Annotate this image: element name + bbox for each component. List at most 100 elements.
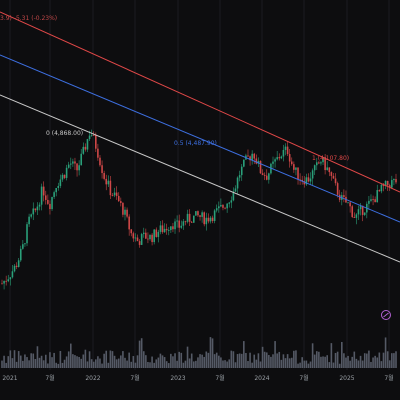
candle[interactable] bbox=[174, 218, 176, 234]
candle[interactable] bbox=[149, 234, 151, 241]
candle[interactable] bbox=[32, 202, 35, 221]
candle[interactable] bbox=[5, 275, 7, 286]
candle[interactable] bbox=[126, 207, 128, 219]
candle[interactable] bbox=[49, 200, 51, 215]
candle[interactable] bbox=[395, 173, 397, 185]
candle[interactable] bbox=[199, 215, 201, 221]
candle[interactable] bbox=[265, 169, 268, 181]
candle[interactable] bbox=[57, 182, 60, 191]
candle[interactable] bbox=[97, 143, 99, 161]
candle[interactable] bbox=[384, 180, 387, 190]
candle[interactable] bbox=[240, 164, 243, 181]
candle[interactable] bbox=[107, 175, 110, 188]
candle[interactable] bbox=[311, 168, 314, 186]
candle[interactable] bbox=[105, 174, 108, 191]
candle[interactable] bbox=[47, 194, 49, 205]
candle[interactable] bbox=[184, 220, 187, 226]
candle[interactable] bbox=[53, 190, 55, 199]
candle[interactable] bbox=[320, 160, 322, 166]
candle[interactable] bbox=[336, 181, 339, 198]
candle[interactable] bbox=[307, 173, 310, 183]
candle[interactable] bbox=[226, 203, 228, 213]
candle[interactable] bbox=[99, 155, 101, 167]
candle[interactable] bbox=[142, 227, 145, 238]
candle[interactable] bbox=[357, 205, 360, 220]
candle[interactable] bbox=[103, 170, 105, 181]
candle[interactable] bbox=[374, 196, 376, 203]
candle[interactable] bbox=[42, 181, 45, 202]
candle[interactable] bbox=[140, 232, 143, 245]
candle[interactable] bbox=[351, 204, 354, 218]
candle[interactable] bbox=[224, 206, 226, 210]
candle[interactable] bbox=[297, 167, 299, 185]
candle[interactable] bbox=[203, 211, 206, 227]
candle[interactable] bbox=[74, 157, 76, 171]
candle[interactable] bbox=[378, 189, 381, 192]
candle[interactable] bbox=[243, 159, 245, 168]
candle[interactable] bbox=[92, 131, 95, 136]
candle[interactable] bbox=[38, 202, 41, 211]
candle[interactable] bbox=[163, 223, 166, 233]
candle[interactable] bbox=[190, 220, 193, 223]
candle[interactable] bbox=[222, 204, 224, 211]
candle[interactable] bbox=[274, 157, 276, 168]
candle[interactable] bbox=[268, 172, 270, 184]
candle[interactable] bbox=[201, 210, 203, 223]
candle[interactable] bbox=[188, 209, 191, 226]
candle[interactable] bbox=[372, 195, 374, 206]
candle[interactable] bbox=[67, 161, 70, 169]
candle[interactable] bbox=[63, 174, 66, 180]
candle[interactable] bbox=[334, 173, 337, 186]
candle[interactable] bbox=[207, 213, 210, 224]
candle[interactable] bbox=[165, 223, 168, 235]
candle[interactable] bbox=[326, 161, 329, 171]
candle[interactable] bbox=[330, 171, 333, 181]
candle[interactable] bbox=[213, 209, 216, 224]
candle[interactable] bbox=[232, 187, 235, 202]
candle[interactable] bbox=[167, 227, 170, 236]
candle[interactable] bbox=[61, 173, 64, 182]
candle[interactable] bbox=[332, 173, 335, 179]
candle[interactable] bbox=[145, 228, 147, 240]
candle[interactable] bbox=[95, 132, 97, 153]
candle[interactable] bbox=[78, 160, 80, 176]
candle[interactable] bbox=[343, 189, 345, 203]
candle[interactable] bbox=[128, 214, 130, 236]
fib-line-0.5[interactable] bbox=[0, 54, 400, 223]
candle[interactable] bbox=[13, 263, 16, 273]
candle[interactable] bbox=[228, 201, 231, 208]
candle[interactable] bbox=[7, 274, 10, 283]
candle[interactable] bbox=[324, 154, 326, 175]
candle[interactable] bbox=[180, 220, 183, 229]
candles[interactable] bbox=[1, 129, 397, 290]
candle[interactable] bbox=[305, 173, 308, 186]
candle[interactable] bbox=[195, 211, 197, 216]
candle[interactable] bbox=[28, 213, 30, 228]
candle[interactable] bbox=[370, 194, 372, 203]
candle[interactable] bbox=[218, 201, 220, 213]
candle[interactable] bbox=[293, 161, 295, 173]
candle[interactable] bbox=[284, 143, 287, 156]
candle[interactable] bbox=[186, 209, 189, 224]
alert-circle-icon[interactable] bbox=[381, 310, 391, 320]
candle[interactable] bbox=[355, 213, 358, 225]
candle[interactable] bbox=[69, 157, 72, 170]
candle[interactable] bbox=[322, 157, 324, 165]
candle[interactable] bbox=[272, 156, 274, 170]
candle[interactable] bbox=[172, 223, 174, 233]
candle[interactable] bbox=[215, 204, 218, 213]
candle[interactable] bbox=[155, 227, 158, 238]
candle[interactable] bbox=[393, 178, 395, 186]
candle[interactable] bbox=[261, 169, 264, 176]
candle[interactable] bbox=[40, 183, 43, 211]
candle[interactable] bbox=[276, 151, 278, 161]
candle[interactable] bbox=[313, 164, 316, 175]
candle[interactable] bbox=[65, 164, 68, 181]
candle[interactable] bbox=[170, 226, 172, 234]
candle[interactable] bbox=[238, 170, 241, 182]
candle[interactable] bbox=[44, 190, 47, 205]
candle[interactable] bbox=[30, 213, 32, 219]
candle[interactable] bbox=[368, 196, 370, 210]
candle[interactable] bbox=[147, 232, 149, 244]
